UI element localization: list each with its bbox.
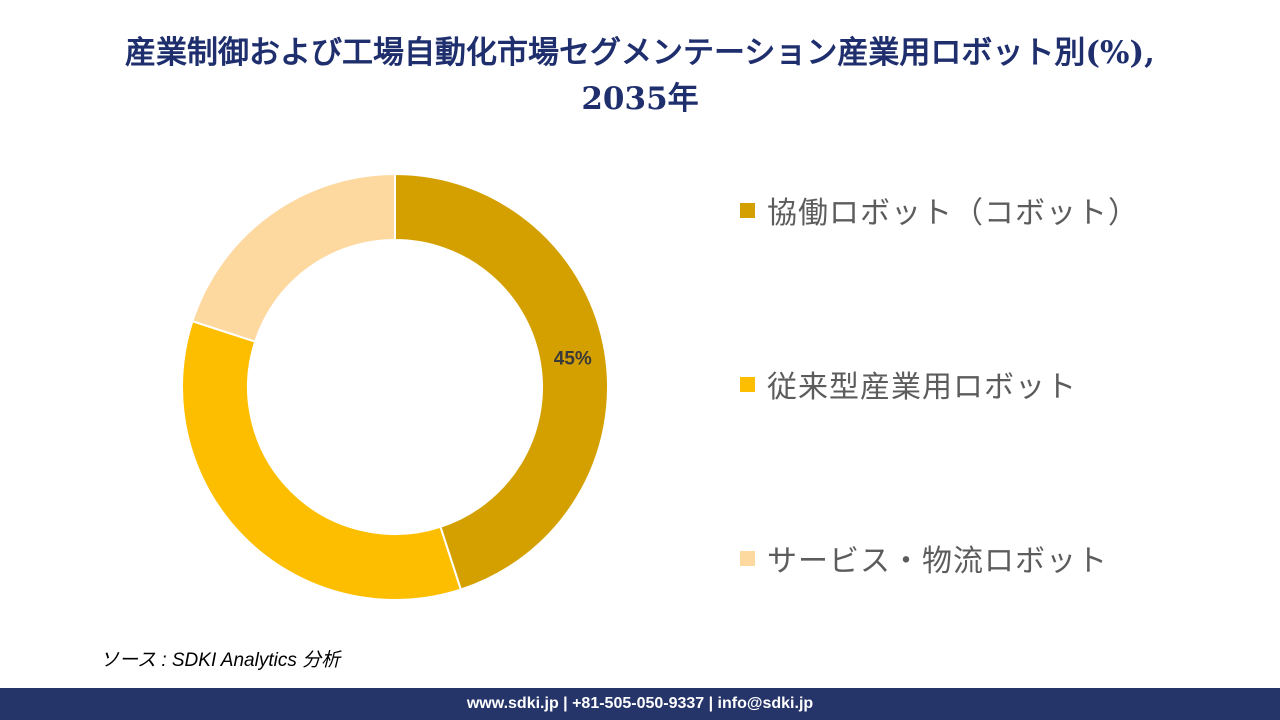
- source-note: ソース : SDKI Analytics 分析: [100, 650, 341, 671]
- legend-item-3: サービス・物流ロボット: [740, 536, 1108, 580]
- legend-swatch-3: [740, 550, 755, 566]
- donut-slice-3: [191, 172, 396, 343]
- legend-label-2: 従来型産業用ロボット: [767, 370, 1077, 405]
- legend-label-3: サービス・物流ロボット: [767, 544, 1108, 579]
- legend-item-1: 協働ロボット（コボット）: [740, 188, 1139, 232]
- donut-slice-1: [394, 172, 609, 591]
- chart-title-line1: 産業制御および工場自動化市場セグメンテーション産業用ロボット別(%),: [125, 35, 1155, 71]
- chart-title: 産業制御および工場自動化市場セグメンテーション産業用ロボット別(%), 2035…: [20, 30, 1260, 122]
- legend-item-2: 従来型産業用ロボット: [740, 362, 1077, 406]
- footer-contact-bar: www.sdki.jp | +81-505-050-9337 | info@sd…: [0, 688, 1280, 720]
- legend-label-1: 協働ロボット（コボット）: [767, 196, 1139, 231]
- legend-swatch-2: [740, 376, 755, 392]
- chart-title-line2: 2035年: [581, 81, 699, 117]
- legend-swatch-1: [740, 202, 755, 218]
- donut-slice-2: [181, 319, 463, 601]
- slice-data-label-1: 45%: [554, 348, 592, 369]
